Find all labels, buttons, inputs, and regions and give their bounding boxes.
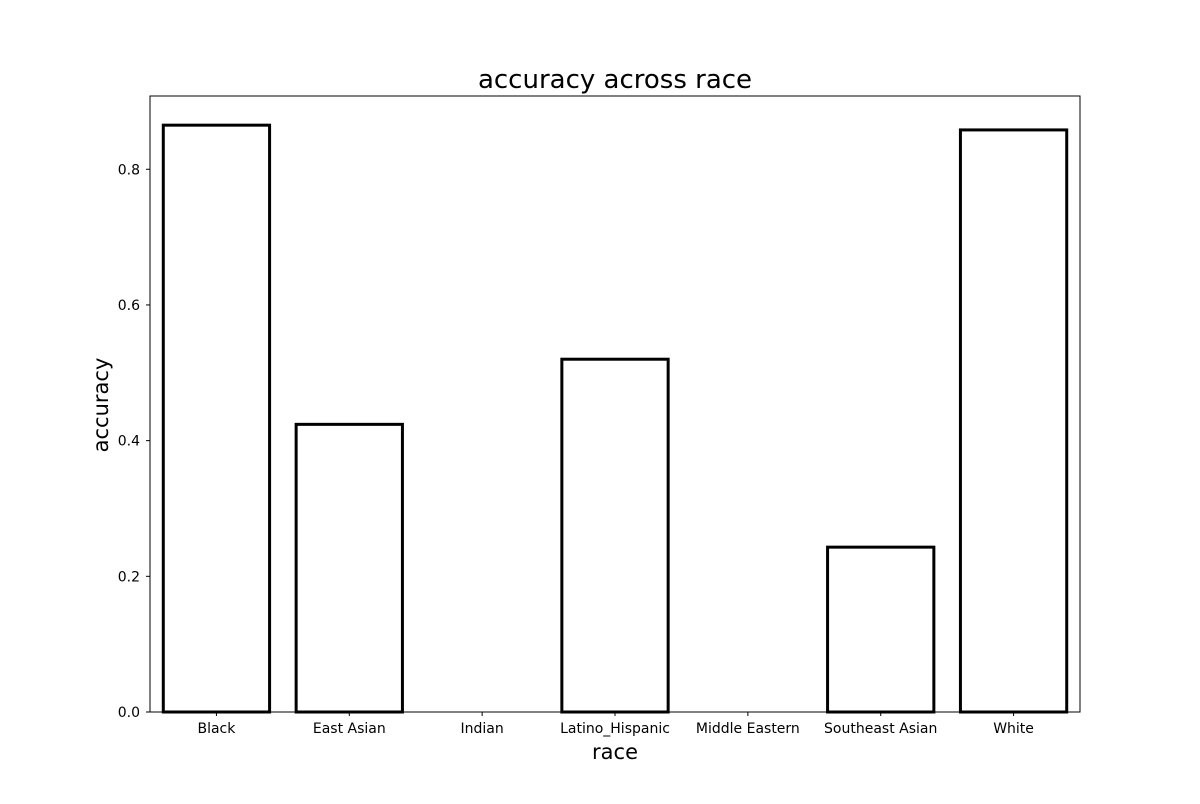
y-tick-label: 0.6 bbox=[118, 298, 140, 314]
bars-group bbox=[161, 123, 1069, 714]
x-tick-label: Indian bbox=[461, 721, 504, 737]
y-tick-label: 0.8 bbox=[118, 162, 140, 178]
y-axis-ticks: 0.0 0.2 0.4 0.6 0.8 bbox=[118, 162, 150, 721]
bar-white bbox=[958, 128, 1069, 714]
x-tick-label: Southeast Asian bbox=[824, 721, 937, 737]
x-tick-label: White bbox=[993, 721, 1034, 737]
bar-black bbox=[161, 123, 272, 714]
x-axis-ticks: Black East Asian Indian Latino_Hispanic Midd… bbox=[197, 712, 1034, 737]
x-tick-label: East Asian bbox=[313, 721, 386, 737]
x-tick-label: Middle Eastern bbox=[696, 721, 800, 737]
x-axis-label: race bbox=[592, 740, 638, 764]
bar-southeast-asian bbox=[826, 545, 936, 714]
bar-east-asian bbox=[294, 422, 404, 714]
chart-title: accuracy across race bbox=[478, 65, 752, 95]
bar-latino-hispanic bbox=[560, 357, 670, 714]
y-axis-label: accuracy bbox=[89, 358, 113, 453]
x-tick-label: Black bbox=[197, 721, 236, 737]
y-tick-label: 0.4 bbox=[118, 434, 140, 450]
x-tick-label: Latino_Hispanic bbox=[560, 721, 670, 737]
y-tick-label: 0.2 bbox=[118, 569, 140, 585]
y-tick-label: 0.0 bbox=[118, 705, 140, 721]
plot-frame bbox=[149, 95, 1081, 713]
